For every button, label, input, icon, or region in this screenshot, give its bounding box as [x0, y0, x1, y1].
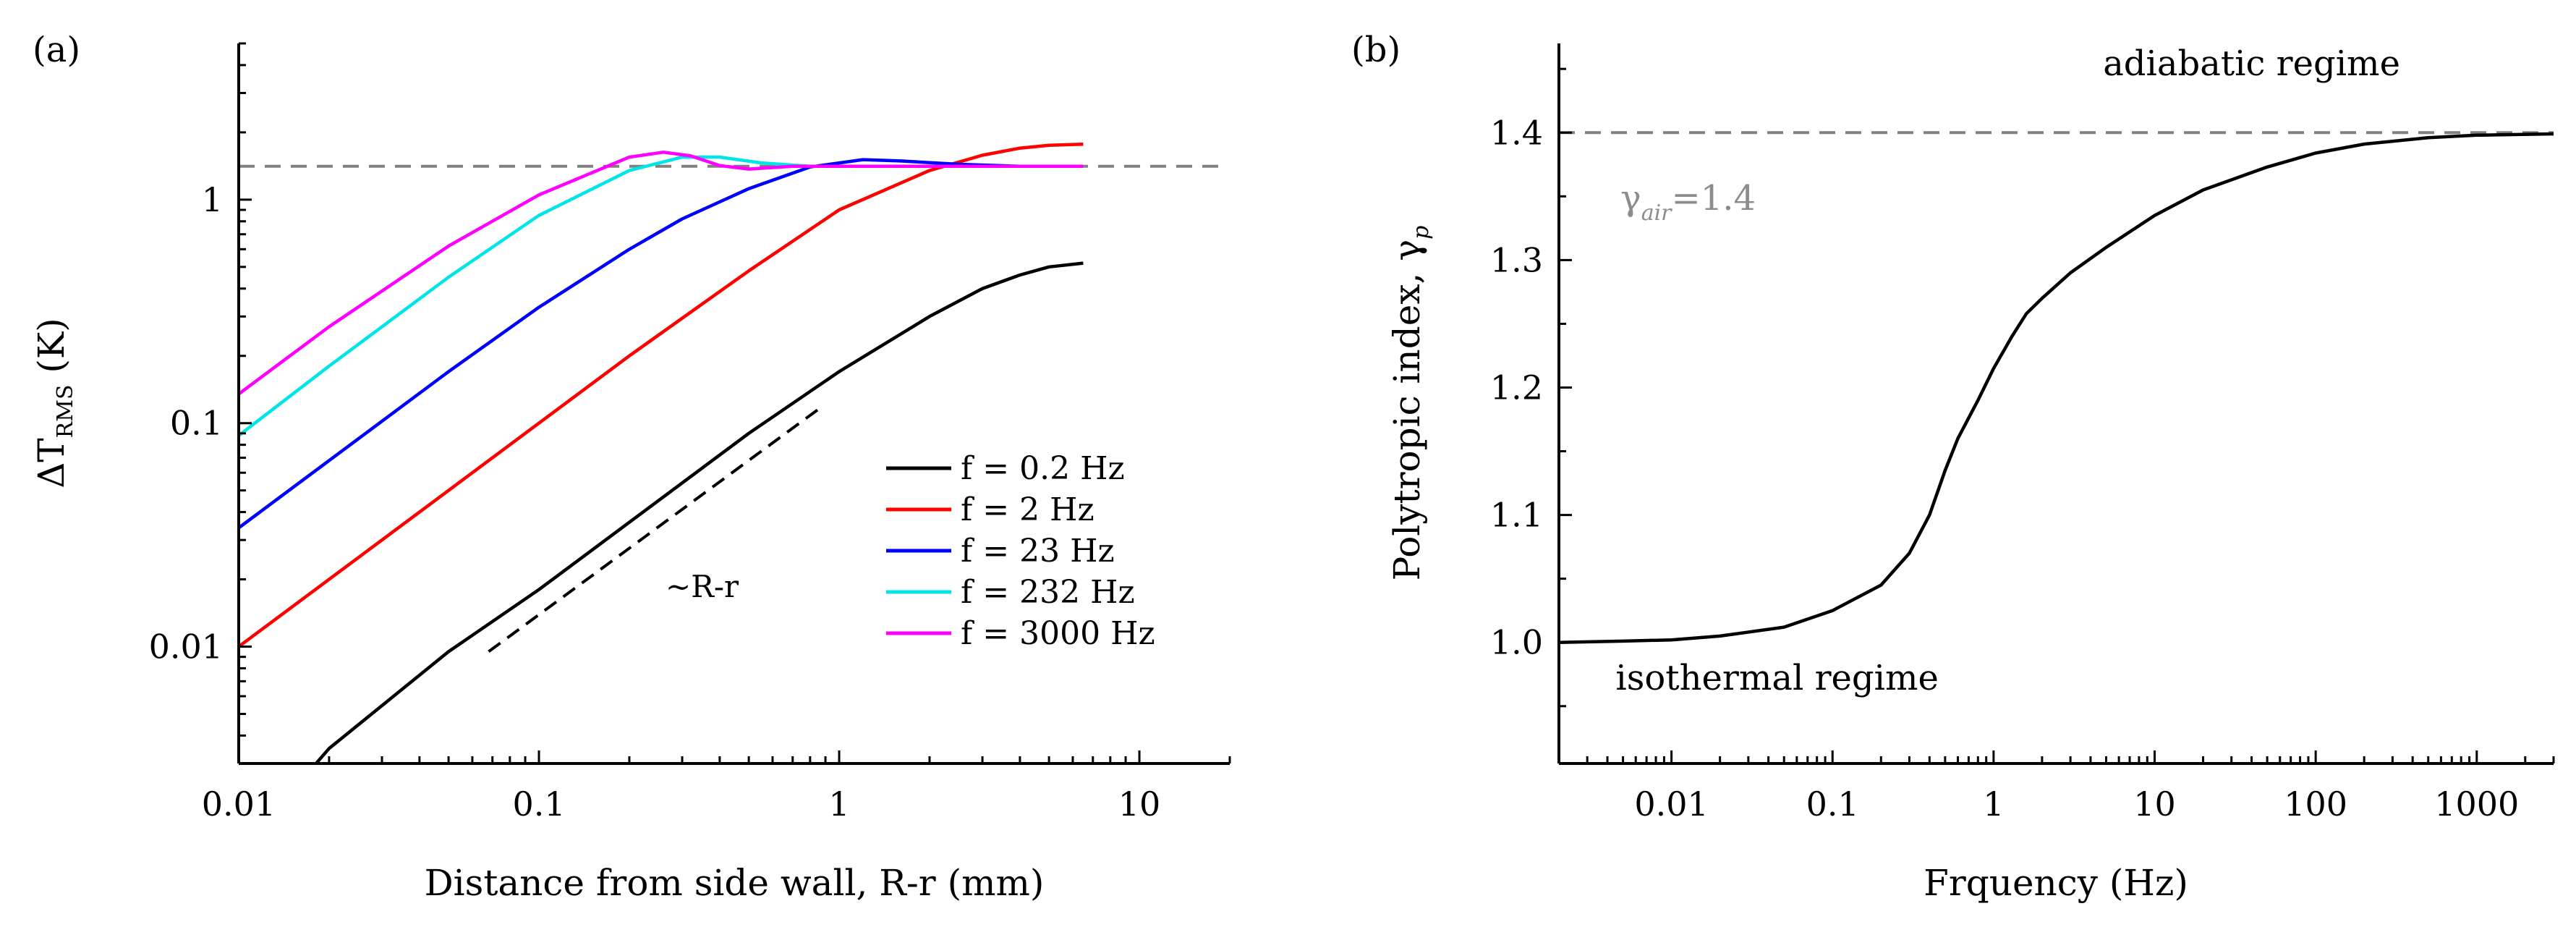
legend-label-0: f = 0.2 Hz [961, 450, 1125, 487]
gamma-air-value: =1.4 [1672, 178, 1756, 219]
panel-b-y-axis-label-subscript: p [1408, 226, 1434, 240]
panel-a-x-ticks: 0.01 0.1 1 10 [202, 750, 1231, 824]
panel-a-y-axis-label-unit: (K) [30, 318, 72, 384]
y-tick-label: 1.4 [1490, 113, 1543, 152]
legend-label-3: f = 232 Hz [961, 574, 1135, 611]
y-tick-label: 1 [202, 180, 223, 219]
x-tick-label: 0.1 [512, 784, 565, 824]
panel-b-y-axis-label: Polytropic index, γp [1386, 226, 1434, 581]
panel-a: (a) 0.01 0.1 1 10 0.01 0.1 1 ~R-r Distance fr… [30, 30, 1231, 904]
panel-a-y-axis-label-subscript: RMS [53, 384, 78, 438]
x-tick-label: 10 [2133, 784, 2176, 824]
series-line-3 [239, 155, 1084, 437]
gamma-air-label: γair=1.4 [1620, 178, 1756, 226]
x-tick-label: 1 [1983, 784, 2004, 824]
x-tick-label: 0.01 [202, 784, 276, 824]
panel-b-y-axis-label-main: Polytropic index, γ [1386, 240, 1428, 581]
y-tick-label: 1.3 [1490, 240, 1543, 279]
panel-a-y-axis-label: ΔTRMS (K) [30, 318, 78, 488]
y-tick-label: 1.2 [1490, 368, 1543, 407]
legend-label-2: f = 23 Hz [961, 533, 1115, 570]
panel-b-axes-frame [1557, 43, 2554, 765]
legend-label-1: f = 2 Hz [961, 491, 1094, 528]
x-tick-label: 0.01 [1634, 784, 1708, 824]
isothermal-regime-annotation: isothermal regime [1615, 658, 1939, 698]
y-tick-label: 0.01 [149, 627, 223, 667]
panel-a-legend: f = 0.2 Hz f = 2 Hz f = 23 Hz f = 232 Hz f =… [886, 450, 1155, 652]
panel-b-plot-area [1559, 131, 2554, 644]
gamma-p-curve [1559, 132, 2554, 644]
gamma-air-symbol: γ [1620, 178, 1641, 219]
panel-a-label: (a) [33, 30, 80, 70]
panel-b-x-ticks: 0.01 0.1 1 10 100 1000 [1557, 750, 2555, 824]
slope-guide-line [488, 408, 819, 653]
panel-a-axes-frame [237, 43, 1230, 765]
panel-b: (b) 0.01 0.1 1 10 100 1000 1.0 1.1 1.2 1.3 1.4 ad… [1351, 30, 2555, 904]
panel-b-x-axis-label: Frquency (Hz) [1924, 862, 2188, 904]
panel-a-y-ticks: 0.01 0.1 1 [149, 42, 252, 765]
panel-a-y-axis-label-main: ΔT [30, 438, 72, 488]
series-line-0 [313, 261, 1084, 763]
panel-a-plot-area [239, 143, 1219, 763]
panel-b-y-ticks: 1.0 1.1 1.2 1.3 1.4 [1490, 67, 1572, 708]
y-tick-label: 1.1 [1490, 496, 1543, 535]
y-tick-label: 1.0 [1490, 623, 1543, 662]
panel-a-series-group [239, 143, 1084, 763]
panel-a-x-axis-label: Distance from side wall, R-r (mm) [425, 862, 1045, 904]
legend-label-4: f = 3000 Hz [961, 615, 1155, 652]
y-tick-label: 0.1 [170, 404, 223, 443]
panel-a-slope-guide [488, 408, 819, 653]
panel-a-slope-guide-label: ~R-r [666, 569, 739, 604]
panel-b-label: (b) [1351, 30, 1400, 70]
x-tick-label: 100 [2284, 784, 2347, 824]
x-tick-label: 10 [1118, 784, 1161, 824]
series-line-4 [239, 151, 1084, 396]
series-line-1 [239, 143, 1084, 648]
series-line-2 [239, 158, 1084, 530]
adiabatic-regime-annotation: adiabatic regime [2103, 43, 2400, 84]
x-tick-label: 1000 [2434, 784, 2519, 824]
x-tick-label: 1 [828, 784, 849, 824]
gamma-air-subscript: air [1641, 200, 1672, 226]
panel-b-series-group [1559, 132, 2554, 644]
x-tick-label: 0.1 [1806, 784, 1859, 824]
